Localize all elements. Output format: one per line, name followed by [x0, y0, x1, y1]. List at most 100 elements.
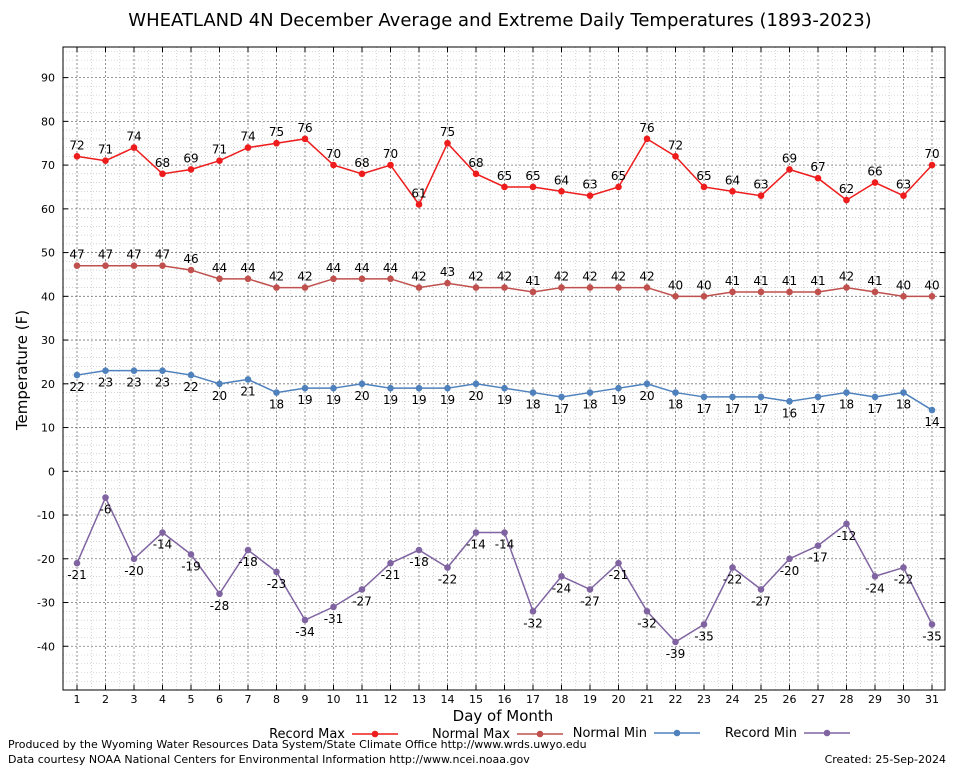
data-label: 66: [867, 165, 882, 179]
x-tick-label: 13: [412, 693, 426, 706]
x-tick-label: 25: [754, 693, 768, 706]
data-point: [358, 275, 366, 283]
data-point: [102, 157, 109, 165]
data-point: [159, 529, 166, 536]
data-point: [586, 192, 594, 200]
data-point: [928, 161, 936, 169]
data-label: 74: [240, 130, 255, 144]
data-label: 47: [155, 248, 170, 262]
data-point: [73, 153, 81, 160]
x-tick-label: 5: [188, 693, 195, 706]
x-tick-label: 1: [74, 693, 81, 706]
data-point: [415, 384, 423, 392]
data-point: [843, 520, 850, 528]
data-point: [301, 135, 309, 143]
x-tick-label: 2: [102, 693, 109, 706]
data-point: [501, 529, 508, 536]
series-normal-min: 22 23 23 23 22 20 21 18 19 19 20 19 19 19 20 19 18 17 18 19…: [69, 367, 940, 429]
data-label: 17: [810, 402, 825, 416]
data-point: [529, 607, 537, 615]
data-label: 46: [183, 252, 198, 266]
data-label: 44: [240, 261, 255, 275]
data-point: [615, 284, 622, 291]
data-label: 70: [924, 147, 939, 161]
x-tick-label: 10: [327, 693, 341, 706]
y-tick-label: -10: [37, 509, 55, 522]
data-label: 20: [212, 389, 227, 403]
x-tick-label: 29: [868, 693, 882, 706]
data-point: [159, 262, 166, 270]
data-label: 41: [867, 274, 882, 288]
grid: [63, 47, 945, 690]
y-axis-ticks: -40 -30 -20 -10 0 10 20 30 40 50 60 70 80 90: [37, 72, 945, 653]
footer-credit-line2: Data courtesy NOAA National Centers for …: [8, 753, 530, 766]
data-point: [273, 389, 280, 396]
data-label: 76: [639, 121, 654, 135]
x-axis-ticks: 1 2 3 4 5 6 7 8 9 10 11 12 13 14 15 16 17 18 19 20 21 22 23 24 2…: [74, 47, 939, 706]
data-label: 14: [924, 415, 939, 429]
series-normal-max: 47 47 47 47 46 44 44 42 42 44 44 44 42 43 42 42 41 42 42 42…: [69, 248, 940, 300]
x-tick-label: 27: [811, 693, 825, 706]
data-label: 42: [554, 270, 569, 284]
data-point: [843, 196, 850, 204]
data-point: [871, 572, 879, 580]
data-label: 41: [725, 274, 740, 288]
data-label: 19: [297, 393, 312, 407]
data-point: [472, 284, 480, 291]
data-label: 21: [240, 384, 255, 398]
data-point: [130, 555, 138, 563]
data-label: -20: [124, 564, 144, 578]
data-point: [643, 380, 651, 388]
data-label: -32: [637, 616, 657, 630]
data-point: [159, 170, 166, 178]
data-label: 19: [440, 393, 455, 407]
data-point: [558, 284, 565, 291]
data-point: [729, 188, 736, 195]
x-tick-label: 30: [897, 693, 911, 706]
data-point: [729, 393, 736, 401]
data-label: 42: [468, 270, 483, 284]
data-point: [472, 170, 480, 178]
data-point: [444, 564, 451, 571]
legend-swatch-marker: [673, 729, 681, 737]
y-tick-label: 70: [41, 159, 55, 172]
chart-title: WHEATLAND 4N December Average and Extrem…: [128, 10, 871, 31]
data-point: [672, 389, 679, 396]
data-point: [700, 183, 708, 191]
data-label: -27: [580, 594, 600, 608]
data-point: [415, 546, 423, 554]
data-point: [871, 393, 879, 401]
data-point: [843, 284, 850, 291]
data-label: 20: [468, 389, 483, 403]
data-label: 42: [297, 270, 312, 284]
data-point: [273, 139, 280, 147]
data-label: 20: [354, 389, 369, 403]
data-label: -6: [100, 503, 112, 517]
data-label: 76: [297, 121, 312, 135]
data-label: 18: [525, 398, 540, 412]
data-point: [586, 586, 594, 593]
data-label: -35: [694, 629, 714, 643]
data-label: 62: [839, 182, 854, 196]
data-label: 68: [155, 156, 170, 170]
data-point: [900, 564, 907, 571]
data-point: [244, 275, 252, 283]
y-tick-label: 40: [41, 290, 55, 303]
data-label: 44: [326, 261, 341, 275]
data-point: [729, 288, 736, 296]
data-point: [472, 529, 480, 536]
data-point: [330, 603, 337, 611]
data-label: 41: [782, 274, 797, 288]
data-point: [73, 371, 81, 379]
data-point: [757, 393, 765, 401]
x-tick-label: 26: [783, 693, 797, 706]
data-label: 65: [611, 169, 626, 183]
data-point: [501, 384, 508, 392]
data-point: [216, 590, 223, 598]
data-point: [900, 192, 907, 200]
data-point: [529, 389, 537, 396]
data-label: 17: [867, 402, 882, 416]
data-label: -23: [267, 577, 287, 591]
data-label: 18: [896, 398, 911, 412]
data-point: [643, 284, 651, 291]
